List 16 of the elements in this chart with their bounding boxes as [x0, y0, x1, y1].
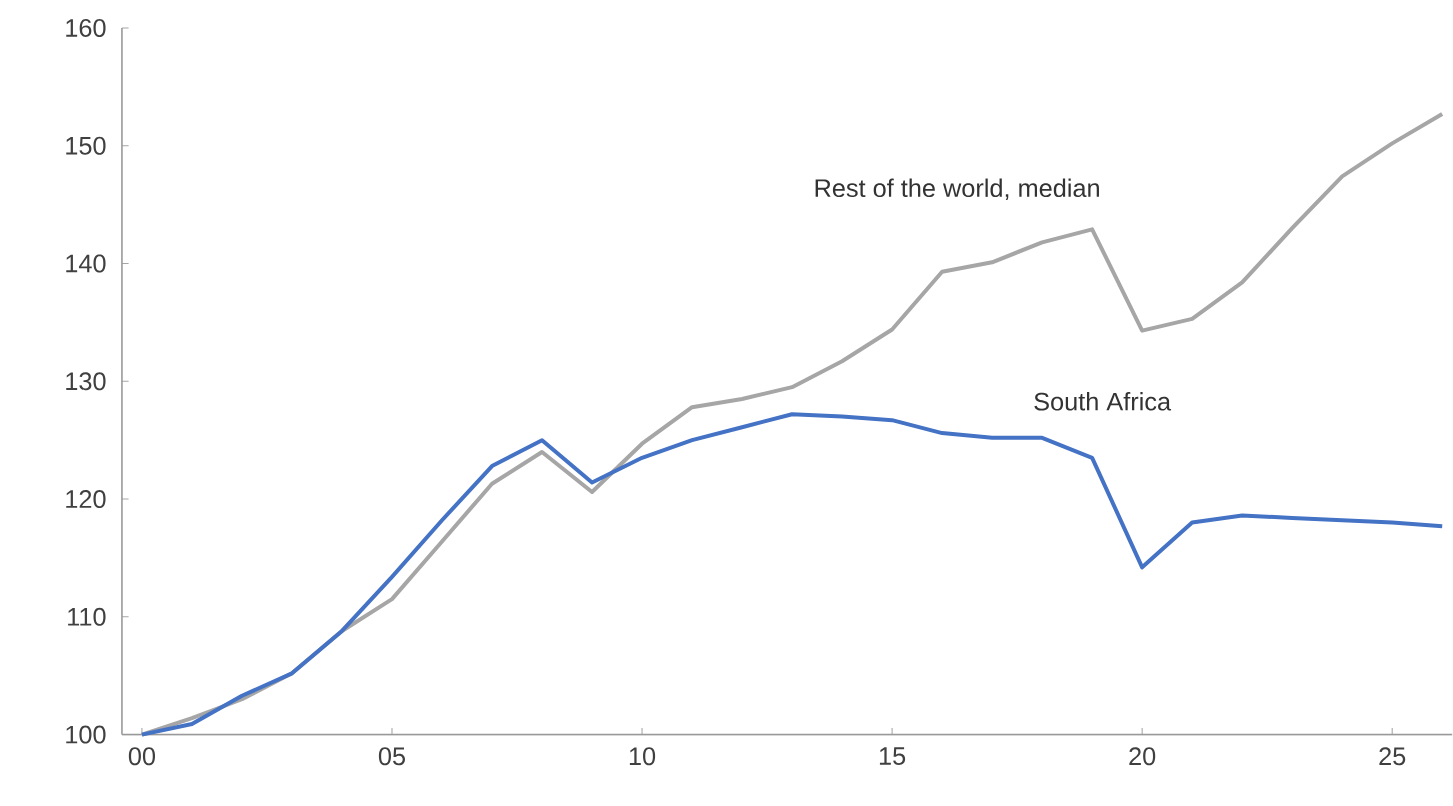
x-tick-label: 00 [128, 747, 156, 766]
x-tick-label: 05 [378, 747, 406, 766]
y-tick-label: 130 [66, 372, 106, 391]
x-tick-label: 25 [1379, 747, 1406, 766]
x-tick-label: 20 [1129, 747, 1156, 766]
y-tick-label: 120 [66, 490, 106, 509]
x-tick-label: 10 [629, 747, 656, 766]
x-tick-label: 15 [879, 747, 906, 766]
y-tick-label: 160 [66, 19, 106, 38]
y-tick-label: 110 [68, 608, 106, 626]
line-series [139, 412, 1445, 737]
series-label: Rest of the world, median [815, 178, 1099, 201]
series-label: South Africa [1034, 392, 1172, 411]
y-tick-label: 140 [66, 254, 106, 273]
y-tick-label: 150 [66, 137, 106, 155]
y-tick-label: 100 [66, 725, 106, 744]
